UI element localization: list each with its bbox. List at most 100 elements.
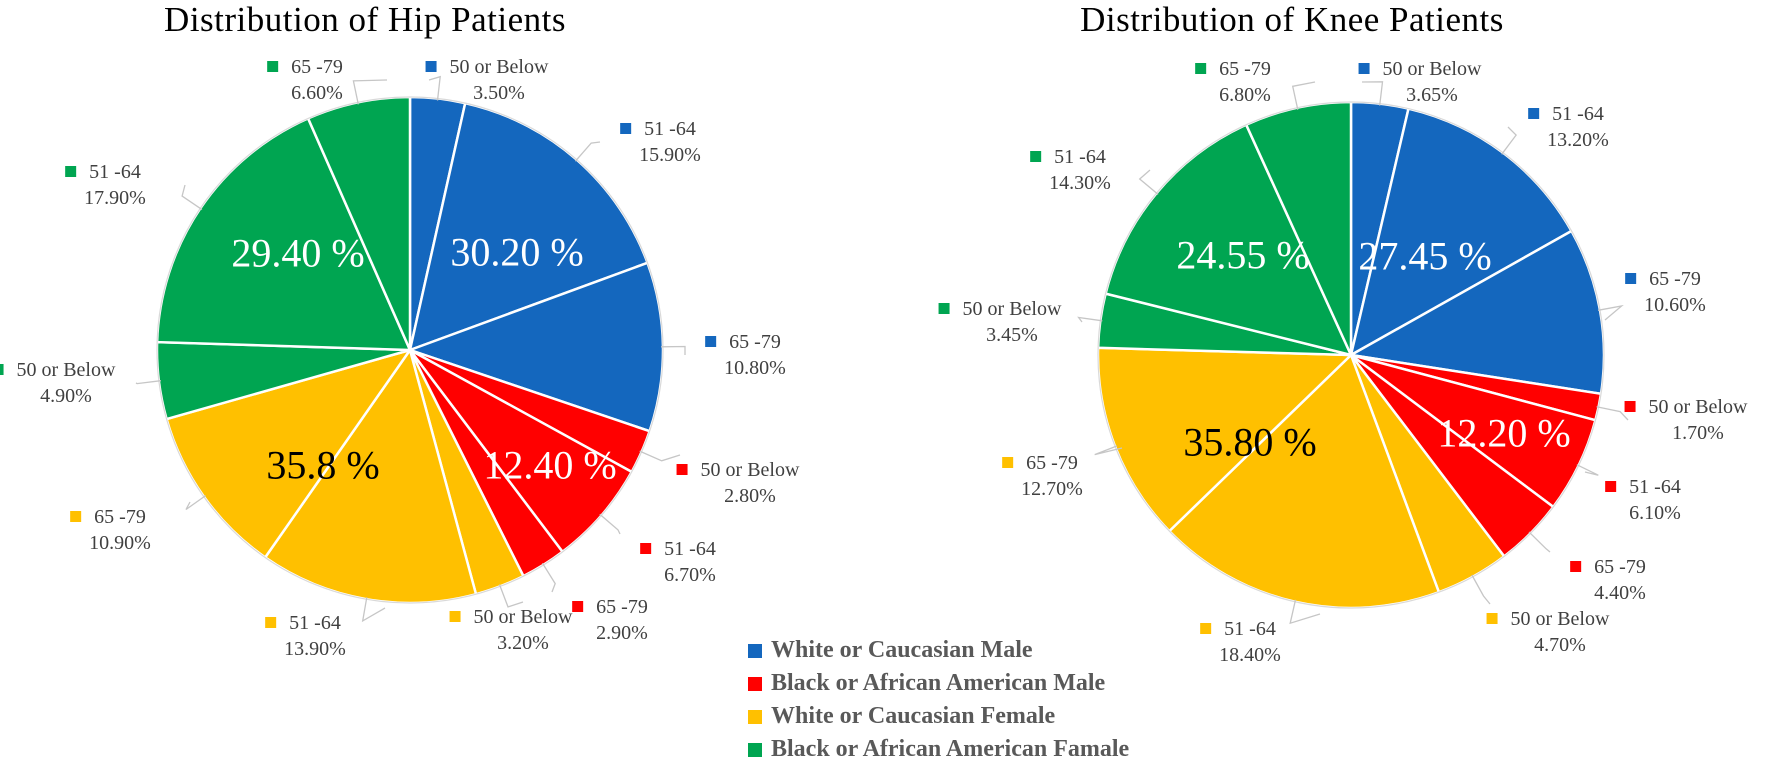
slice-bullet-icon	[265, 617, 277, 628]
slice-category-text: 50 or Below	[1648, 396, 1748, 418]
legend-item-label: White or Caucasian Male	[771, 637, 1033, 663]
slice-percent-text: 13.90%	[284, 638, 346, 660]
legend-swatch-icon	[748, 676, 762, 691]
leader-line	[599, 513, 621, 535]
slice-label: 65 -79 2.90%	[572, 594, 648, 646]
leader-line	[1289, 599, 1321, 625]
slice-percent-text: 4.70%	[1534, 634, 1586, 656]
slice-label: 51 -64 15.90%	[620, 116, 701, 168]
group-total-label: 12.40 %	[483, 442, 617, 488]
slice-bullet-icon	[1605, 481, 1617, 492]
leader-line	[1501, 126, 1517, 155]
slice-percent-text: 18.40%	[1219, 644, 1281, 666]
leader-line	[1597, 304, 1624, 321]
slice-bullet-icon	[620, 123, 632, 134]
leader-line	[541, 562, 556, 593]
slice-category-text: 65 -79	[291, 56, 343, 78]
slice-bullet-icon	[1625, 273, 1637, 284]
slice-label: 65 -79 12.70%	[1002, 450, 1083, 502]
leader-line	[1094, 445, 1123, 456]
leader-line	[181, 184, 203, 211]
slice-label: 50 or Below 3.45%	[938, 296, 1061, 348]
slice-bullet-icon	[65, 166, 77, 177]
slice-label: 50 or Below 2.80%	[676, 457, 800, 509]
slice-percent-text: 10.60%	[1644, 294, 1706, 316]
slice-percent-text: 6.10%	[1629, 502, 1681, 524]
slice-bullet-icon	[1570, 561, 1582, 572]
slice-percent-text: 4.40%	[1594, 582, 1646, 604]
legend-item: White or Caucasian Male	[748, 634, 1129, 667]
pie-rim	[1097, 101, 1605, 609]
slice-percent-text: 3.50%	[473, 82, 525, 104]
group-total-label: 35.8 %	[266, 442, 380, 488]
slice-percent-text: 10.90%	[89, 532, 151, 554]
leader-line	[361, 597, 386, 623]
slice-bullet-icon	[938, 303, 950, 314]
slice-label: 65 -79 6.60%	[267, 54, 343, 106]
slice-category-text: 50 or Below	[700, 459, 800, 481]
slice-percent-text: 2.90%	[596, 622, 648, 644]
slice-category-text: 65 -79	[1594, 556, 1646, 578]
slice-bullet-icon	[425, 61, 437, 72]
slice-bullet-icon	[1528, 108, 1540, 119]
slice-category-text: 51 -64	[664, 538, 716, 560]
slice-category-text: 51 -64	[1629, 476, 1681, 498]
slice-category-text: 51 -64	[1054, 146, 1106, 168]
slice-percent-text: 1.70%	[1672, 422, 1724, 444]
leader-line	[428, 75, 441, 101]
slice-category-text: 65 -79	[1219, 58, 1271, 80]
slice-percent-text: 10.80%	[724, 357, 786, 379]
legend-item-label: Black or African American Male	[771, 670, 1106, 696]
slice-bullet-icon	[676, 464, 688, 475]
knee-chart-title: Distribution of Knee Patients	[1080, 0, 1504, 39]
slice-label: 51 -64 13.90%	[265, 610, 346, 662]
slice-bullet-icon	[449, 611, 461, 622]
legend: White or Caucasian Male Black or African …	[748, 634, 1129, 766]
slice-bullet-icon	[70, 511, 82, 522]
leader-line	[660, 345, 686, 355]
legend-item: White or Caucasian Female	[748, 700, 1129, 733]
slice-label: 50 or Below 3.65%	[1358, 56, 1481, 108]
group-total-label: 27.45 %	[1358, 233, 1492, 279]
slice-bullet-icon	[640, 543, 652, 554]
leader-line	[1471, 574, 1491, 605]
slice-label: 51 -64 14.30%	[1030, 144, 1111, 196]
knee-pie	[1077, 81, 1629, 625]
slice-label: 51 -64 18.40%	[1200, 616, 1281, 668]
slice-percent-text: 3.20%	[497, 632, 549, 654]
slice-bullet-icon	[1624, 401, 1636, 412]
slice-bullet-icon	[572, 601, 584, 612]
slice-label: 50 or Below 1.70%	[1624, 394, 1748, 446]
slice-label: 50 or Below 3.50%	[425, 54, 548, 106]
slice-category-text: 51 -64	[644, 118, 696, 140]
slice-percent-text: 2.80%	[724, 485, 776, 507]
legend-swatch-icon	[748, 742, 762, 757]
pie-rim	[156, 96, 664, 604]
group-total-label: 12.20 %	[1437, 410, 1571, 456]
slice-label: 50 or Below 4.70%	[1486, 606, 1609, 658]
slice-percent-text: 13.20%	[1547, 129, 1609, 151]
leader-line	[639, 450, 681, 462]
slice-label: 65 -79 6.80%	[1195, 56, 1271, 108]
leader-line	[1596, 406, 1629, 421]
slice-label: 50 or Below 3.20%	[449, 604, 572, 656]
leader-line	[1361, 81, 1384, 106]
leader-line	[1138, 169, 1159, 195]
slice-category-text: 65 -79	[94, 506, 146, 528]
group-total-label: 30.20 %	[450, 229, 584, 275]
slice-label: 51 -64 13.20%	[1528, 101, 1609, 153]
legend-item: Black or African American Famale	[748, 733, 1129, 766]
slice-bullet-icon	[1358, 63, 1370, 74]
slice-label: 51 -64 6.10%	[1605, 474, 1681, 526]
slice-percent-text: 6.60%	[291, 82, 343, 104]
slice-percent-text: 14.30%	[1049, 172, 1111, 194]
slice-bullet-icon	[1195, 63, 1207, 74]
hip-pie	[135, 75, 686, 623]
leader-line	[1576, 464, 1599, 476]
slice-category-text: 51 -64	[89, 161, 141, 183]
group-total-label: 24.55 %	[1176, 232, 1310, 278]
slice-percent-text: 3.65%	[1406, 84, 1458, 106]
slice-percent-text: 17.90%	[84, 187, 146, 209]
